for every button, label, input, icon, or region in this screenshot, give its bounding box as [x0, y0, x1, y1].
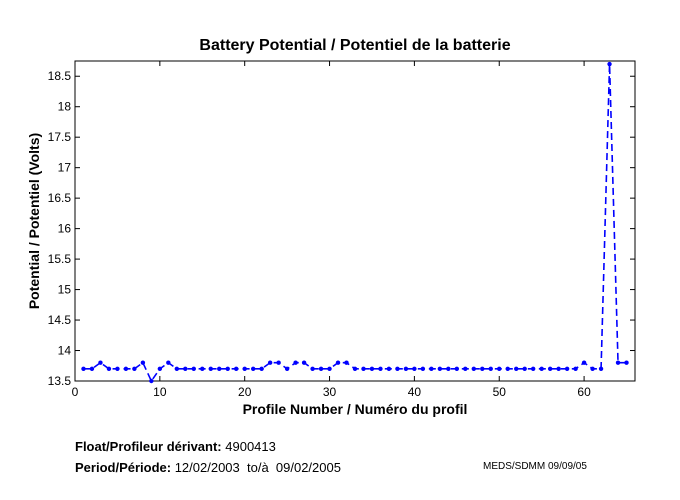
- data-point: [514, 366, 519, 372]
- series-points: [81, 61, 629, 384]
- data-point: [378, 366, 383, 372]
- x-tick-label: 0: [72, 385, 79, 399]
- period-value: 12/02/2003 to/à 09/02/2005: [174, 460, 341, 475]
- data-point: [437, 366, 443, 372]
- y-tick-label: 15: [58, 283, 72, 297]
- data-point: [590, 366, 595, 372]
- data-point: [480, 366, 485, 372]
- x-tick-label: 30: [323, 385, 337, 399]
- data-point: [81, 366, 86, 372]
- data-point: [106, 366, 112, 372]
- plot-frame: [74, 60, 636, 382]
- data-point: [183, 366, 188, 372]
- data-point: [386, 366, 392, 372]
- data-point: [250, 366, 256, 372]
- x-axis: 0 10 20 30 40 50 60: [72, 61, 591, 399]
- data-point: [530, 366, 536, 372]
- data-point: [615, 360, 621, 365]
- data-point: [471, 366, 476, 372]
- data-point: [522, 366, 527, 372]
- data-point: [505, 366, 510, 372]
- data-point: [98, 360, 103, 365]
- data-point: [208, 366, 213, 372]
- float-value: 4900413: [225, 439, 276, 454]
- period-info: Period/Période: 12/02/2003 to/à 09/02/20…: [75, 460, 341, 475]
- data-point: [259, 366, 264, 372]
- credit-text: MEDS/SDMM 09/09/05: [483, 461, 587, 472]
- data-point: [403, 366, 409, 372]
- data-point: [564, 366, 570, 372]
- data-point: [267, 360, 273, 365]
- data-point: [89, 366, 95, 372]
- data-point: [369, 366, 375, 372]
- y-tick-label: 14.5: [48, 313, 72, 327]
- x-tick-label: 10: [153, 385, 167, 399]
- y-axis: 13.5 14 14.5 15 15.5 16 16.5 17 17.5 18 18.5: [48, 69, 635, 388]
- y-tick-label: 18: [58, 100, 72, 114]
- y-tick-label: 15.5: [48, 252, 72, 266]
- data-point: [463, 366, 468, 372]
- data-point: [242, 366, 247, 372]
- data-point: [454, 366, 460, 372]
- data-point: [140, 360, 146, 365]
- data-point: [157, 366, 163, 372]
- data-point: [301, 360, 307, 365]
- y-tick-label: 16: [58, 222, 72, 236]
- data-point: [624, 360, 629, 365]
- x-tick-label: 50: [493, 385, 507, 399]
- chart-title: Battery Potential / Potentiel de la batt…: [199, 37, 510, 54]
- y-tick-label: 14: [58, 344, 72, 358]
- data-point: [412, 366, 417, 372]
- period-label: Period/Période:: [75, 460, 172, 475]
- y-tick-label: 17.5: [48, 130, 72, 144]
- data-point: [598, 366, 604, 372]
- data-point: [344, 360, 349, 365]
- x-tick-label: 60: [577, 385, 591, 399]
- x-tick-label: 20: [238, 385, 252, 399]
- float-info: Float/Profileur dérivant: 4900413: [75, 439, 276, 454]
- y-axis-label: Potential / Potentiel (Volts): [26, 133, 42, 309]
- data-point: [276, 360, 281, 365]
- y-tick-label: 18.5: [48, 69, 72, 83]
- data-point: [123, 366, 129, 372]
- data-point: [556, 366, 561, 372]
- data-point: [352, 366, 358, 372]
- data-point: [395, 366, 400, 372]
- data-point: [166, 360, 171, 365]
- data-point: [573, 366, 578, 372]
- data-point: [420, 366, 426, 372]
- data-point: [200, 366, 205, 372]
- data-point: [429, 366, 434, 372]
- y-tick-label: 17: [58, 161, 72, 175]
- data-point: [310, 366, 315, 372]
- data-point: [234, 366, 239, 372]
- data-point: [327, 366, 332, 372]
- y-tick-label: 16.5: [48, 191, 72, 205]
- data-point: [361, 366, 366, 372]
- data-point: [225, 366, 230, 372]
- x-tick-label: 40: [408, 385, 422, 399]
- data-point: [581, 360, 587, 365]
- series-line: [83, 64, 627, 383]
- data-point: [149, 378, 154, 384]
- data-point: [497, 366, 502, 372]
- data-point: [318, 366, 324, 372]
- data-point: [115, 366, 120, 372]
- data-point: [488, 366, 493, 372]
- data-point: [174, 366, 180, 372]
- data-point: [284, 366, 290, 372]
- data-point: [191, 366, 196, 372]
- data-point: [335, 360, 341, 365]
- data-point: [539, 366, 544, 372]
- data-point: [293, 360, 298, 365]
- data-point: [217, 366, 222, 372]
- data-point: [547, 366, 553, 372]
- y-tick-label: 13.5: [48, 374, 72, 388]
- data-point: [446, 366, 451, 372]
- data-point: [607, 61, 612, 67]
- float-label: Float/Profileur dérivant:: [75, 439, 222, 454]
- data-point: [132, 366, 137, 372]
- x-axis-label: Profile Number / Numéro du profil: [243, 401, 468, 417]
